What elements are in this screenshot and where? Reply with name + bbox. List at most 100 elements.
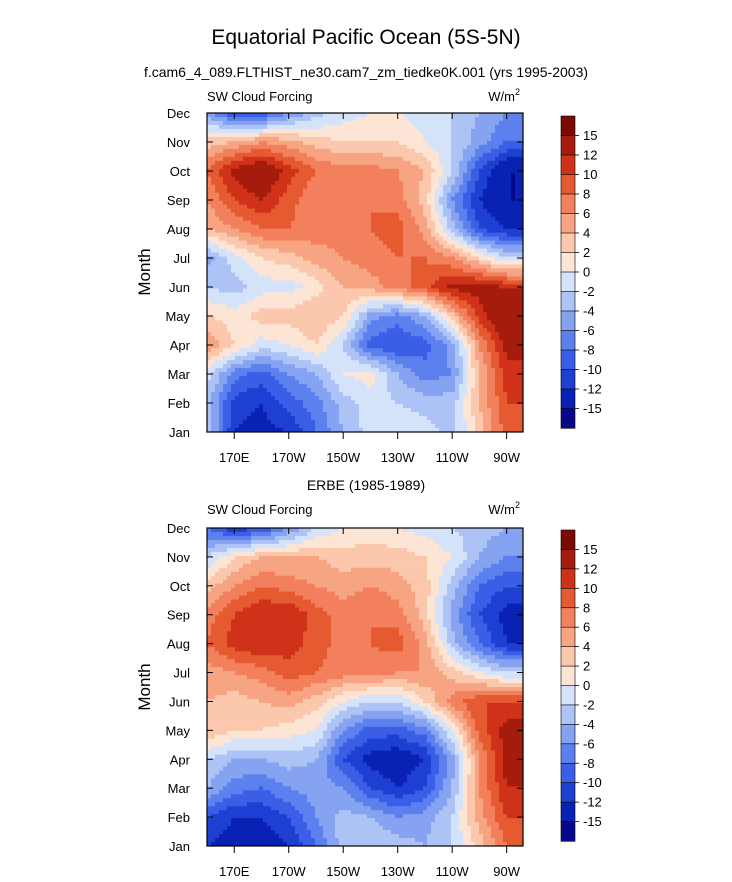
- heatmap-cell: [407, 276, 412, 282]
- heatmap-cell: [459, 268, 464, 274]
- heatmap-cell: [479, 192, 484, 198]
- heatmap-cell: [323, 300, 328, 305]
- heatmap-cell: [299, 272, 304, 278]
- heatmap-cell: [311, 356, 316, 361]
- heatmap-cell: [455, 200, 460, 206]
- heatmap-cell: [399, 332, 404, 337]
- heatmap-cell: [307, 344, 312, 349]
- heatmap-cell: [263, 252, 268, 258]
- heatmap-cell: [375, 192, 380, 198]
- heatmap-cell: [391, 280, 396, 286]
- heatmap-cell: [423, 113, 428, 118]
- heatmap-cell: [447, 124, 452, 130]
- heatmap-cell: [379, 136, 384, 142]
- heatmap-cell: [415, 316, 420, 321]
- heatmap-cell: [339, 180, 344, 186]
- heatmap-cell: [303, 348, 308, 353]
- heatmap-cell: [511, 212, 516, 218]
- heatmap-cell: [479, 264, 484, 270]
- heatmap-cell: [459, 248, 464, 254]
- heatmap-cell: [427, 324, 432, 329]
- heatmap-cell: [299, 136, 304, 142]
- heatmap-cell: [459, 272, 464, 278]
- heatmap-cell: [467, 124, 472, 130]
- heatmap-cell: [387, 320, 392, 325]
- heatmap-cell: [403, 268, 408, 274]
- heatmap-cell: [459, 156, 464, 162]
- heatmap-cell: [363, 296, 368, 302]
- heatmap-cell: [331, 124, 336, 130]
- heatmap-cell: [483, 192, 488, 198]
- heatmap-cell: [259, 284, 264, 290]
- heatmap-cell: [231, 296, 236, 302]
- heatmap-cell: [471, 260, 476, 266]
- heatmap-cell: [311, 252, 316, 258]
- heatmap-cell: [227, 252, 232, 258]
- heatmap-cell: [311, 248, 316, 254]
- heatmap-cell: [459, 128, 464, 134]
- heatmap-cell: [507, 256, 512, 262]
- heatmap-cell: [519, 128, 523, 134]
- heatmap-cell: [251, 272, 256, 278]
- heatmap-cell: [275, 160, 280, 166]
- heatmap-cell: [251, 192, 256, 198]
- heatmap-cell: [223, 132, 228, 138]
- heatmap-cell: [363, 232, 368, 238]
- heatmap-cell: [411, 164, 416, 170]
- heatmap-cell: [223, 348, 228, 353]
- heatmap-cell: [407, 212, 412, 218]
- heatmap-cell: [223, 140, 228, 146]
- heatmap-cell: [267, 356, 272, 361]
- heatmap-cell: [247, 164, 252, 170]
- heatmap-cell: [331, 136, 336, 142]
- heatmap-cell: [303, 176, 308, 182]
- heatmap-cell: [367, 356, 372, 361]
- heatmap-cell: [443, 152, 448, 158]
- heatmap-cell: [207, 152, 212, 158]
- heatmap-cell: [447, 113, 452, 118]
- heatmap-cell: [239, 224, 244, 230]
- heatmap-cell: [443, 344, 448, 349]
- heatmap-cell: [303, 208, 308, 214]
- heatmap-cell: [515, 320, 520, 325]
- heatmap-cell: [311, 324, 316, 329]
- heatmap-cell: [515, 140, 520, 146]
- heatmap-cell: [367, 264, 372, 270]
- heatmap-cell: [355, 228, 360, 234]
- heatmap-cell: [467, 264, 472, 270]
- heatmap-cell: [459, 340, 464, 345]
- heatmap-cell: [315, 212, 320, 218]
- heatmap-cell: [355, 216, 360, 222]
- heatmap-cell: [215, 148, 220, 154]
- heatmap-cell: [455, 300, 460, 305]
- heatmap-cell: [271, 128, 276, 134]
- heatmap-cell: [315, 304, 320, 309]
- heatmap-cell: [379, 344, 384, 349]
- heatmap-cell: [455, 308, 460, 313]
- heatmap-cell: [219, 288, 224, 294]
- heatmap-cell: [483, 232, 488, 238]
- heatmap-cell: [391, 288, 396, 294]
- heatmap-cell: [343, 352, 348, 357]
- heatmap-cell: [483, 120, 488, 126]
- heatmap-cell: [295, 188, 300, 194]
- heatmap-cell: [319, 224, 324, 230]
- heatmap-cell: [415, 180, 420, 186]
- heatmap-cell: [391, 264, 396, 270]
- heatmap-cell: [427, 128, 432, 134]
- heatmap-cell: [483, 180, 488, 186]
- heatmap-cell: [331, 284, 336, 290]
- heatmap-cell: [499, 120, 504, 126]
- heatmap-cell: [371, 148, 376, 154]
- heatmap-cell: [367, 256, 372, 262]
- heatmap-cell: [455, 156, 460, 162]
- heatmap-cell: [243, 236, 248, 242]
- heatmap-cell: [279, 176, 284, 182]
- heatmap-cell: [231, 348, 236, 353]
- heatmap-cell: [319, 164, 324, 170]
- heatmap-cell: [483, 348, 488, 353]
- heatmap-cell: [279, 244, 284, 250]
- heatmap-cell: [291, 216, 296, 222]
- heatmap-cell: [451, 168, 456, 174]
